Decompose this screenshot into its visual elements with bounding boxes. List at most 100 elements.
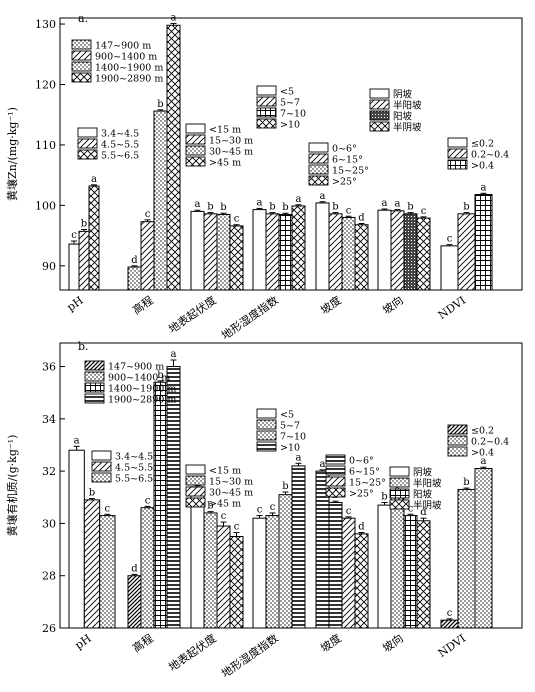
legend-label: 阴坡 — [413, 467, 433, 479]
legend-label: 15~30 m — [209, 136, 253, 147]
legend-swatch — [91, 450, 112, 461]
legend-swatch — [447, 424, 468, 435]
significance-letter: b — [463, 202, 469, 213]
legend-label: 半阴坡 — [393, 122, 422, 134]
bar — [440, 245, 459, 291]
bar — [328, 213, 343, 291]
legend-label: 900~1400 m — [108, 373, 170, 384]
significance-letter: b — [407, 202, 413, 213]
x-tick-label: 高程 — [130, 293, 156, 317]
significance-letter: a — [296, 194, 302, 205]
legend-label: <15 m — [209, 125, 241, 136]
legend-label: 1900~2890 m — [95, 74, 163, 85]
significance-letter: a — [296, 452, 302, 463]
x-tick-label: NDVI — [436, 294, 468, 322]
bar — [457, 213, 476, 291]
significance-letter: a — [481, 182, 487, 193]
significance-letter: c — [234, 522, 240, 533]
significance-letter: d — [358, 213, 365, 224]
bar — [265, 515, 280, 629]
y-tick-label: 130 — [35, 18, 56, 31]
y-tick-label: 28 — [42, 570, 56, 583]
bar — [354, 224, 369, 291]
legend-swatch — [77, 138, 98, 149]
bar — [203, 512, 218, 629]
significance-letter: c — [447, 234, 453, 245]
legend-swatch — [325, 465, 346, 476]
legend-swatch — [185, 497, 206, 508]
bar — [328, 501, 343, 629]
legend-label: 0~6° — [349, 456, 374, 467]
significance-letter: a — [74, 435, 80, 446]
significance-letter: a — [257, 197, 263, 208]
x-tick-label: 地形湿度指数 — [219, 631, 281, 680]
x-tick-label: 地表起伏度 — [166, 631, 219, 674]
bar — [252, 209, 267, 291]
bar — [291, 465, 306, 629]
legend-label: 4.5~5.5 — [101, 140, 139, 151]
x-tick-label: 地形湿度指数 — [219, 293, 281, 342]
legend-label: <15 m — [209, 466, 241, 477]
bar — [354, 533, 369, 629]
y-tick-label: 34 — [42, 413, 56, 426]
bar — [140, 221, 155, 291]
bar — [390, 496, 405, 629]
legend-swatch — [84, 393, 105, 404]
bar — [377, 504, 392, 629]
legend-label: 1400~1900 m — [108, 384, 176, 395]
legend-label: ≤0.2 — [471, 139, 494, 150]
x-tick-label: pH — [73, 632, 94, 652]
bar — [341, 216, 356, 291]
legend-swatch — [325, 476, 346, 487]
bar — [78, 230, 90, 291]
bar — [377, 209, 392, 291]
legend-swatch — [447, 137, 468, 148]
legend-swatch — [308, 175, 329, 186]
legend-label: 15~25° — [349, 478, 386, 489]
legend-label: 147~900 m — [108, 362, 164, 373]
significance-letter: d — [420, 507, 427, 518]
legend-swatch — [447, 148, 468, 159]
significance-letter: b — [207, 501, 213, 512]
chart-panel-b: 262830323436黄壤有机质/(g·kg⁻¹)b.abcpHdcba高程a… — [5, 340, 523, 680]
legend-swatch — [447, 435, 468, 446]
legend-label: 6~15° — [349, 467, 380, 478]
legend-swatch — [185, 145, 206, 156]
x-tick-label: 地表起伏度 — [166, 293, 219, 336]
legend-label: <5 — [280, 410, 294, 421]
bar — [166, 366, 181, 629]
bar — [403, 213, 418, 291]
y-tick-label: 32 — [42, 465, 56, 478]
bar — [315, 202, 330, 291]
legend-swatch — [256, 441, 277, 452]
legend-label: 阳坡 — [393, 111, 413, 123]
legend-swatch — [256, 430, 277, 441]
bar — [474, 468, 493, 629]
panel-label: a. — [78, 12, 88, 25]
significance-letter: a — [320, 191, 326, 202]
bar — [229, 225, 244, 291]
significance-letter: b — [207, 202, 213, 213]
significance-letter: d — [358, 522, 365, 533]
bar — [166, 24, 181, 291]
legend-swatch — [256, 85, 277, 96]
x-tick-label: NDVI — [436, 632, 468, 660]
bar — [265, 213, 280, 291]
bar — [457, 488, 476, 629]
x-tick-label: 坡度 — [318, 293, 344, 317]
legend-swatch — [71, 50, 92, 61]
legend-swatch — [84, 360, 105, 371]
significance-letter: a — [195, 199, 201, 210]
significance-letter: c — [421, 206, 427, 217]
bar — [416, 217, 431, 291]
legend-label: >0.4 — [471, 161, 494, 172]
legend-label: 147~900 m — [95, 41, 151, 52]
bar — [153, 381, 168, 629]
legend-label: 1400~1900 m — [95, 63, 163, 74]
bar — [341, 517, 356, 629]
legend-swatch — [369, 121, 390, 132]
legend-label: ≤0.2 — [471, 426, 494, 437]
legend-swatch — [325, 454, 346, 465]
significance-letter: b — [89, 488, 95, 499]
legend-label: 半阳坡 — [393, 100, 422, 112]
